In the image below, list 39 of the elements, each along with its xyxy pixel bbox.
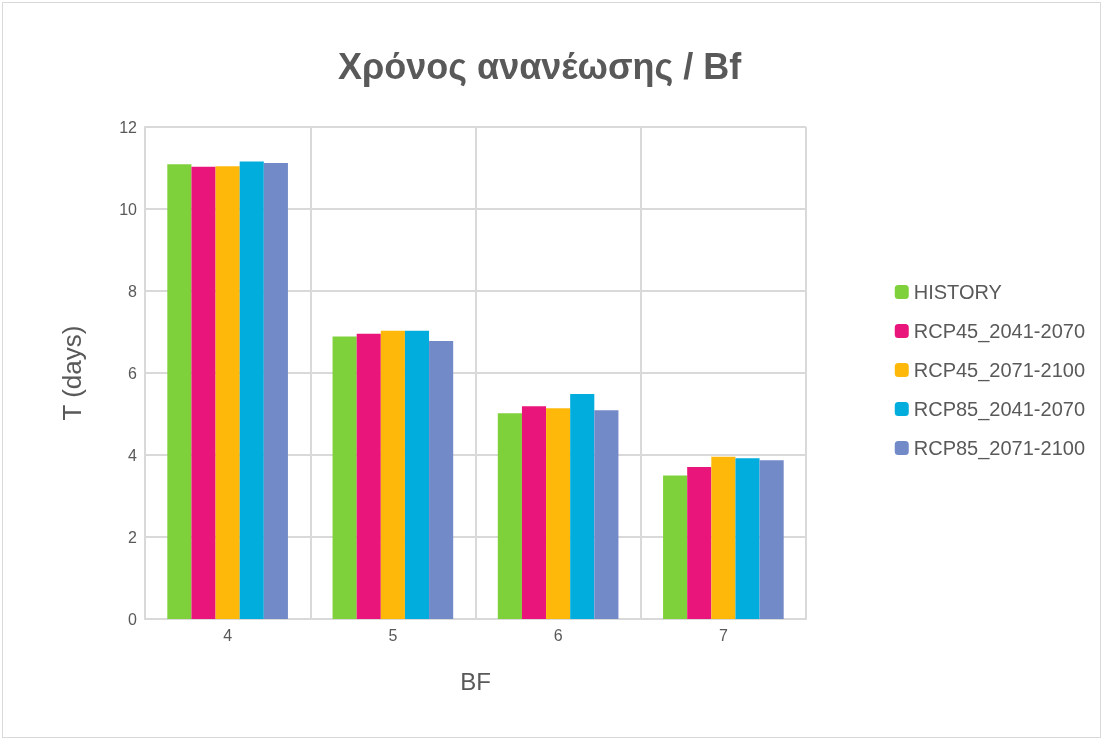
chart-title: Χρόνος ανανέωσης / Bf	[338, 45, 743, 87]
bar	[239, 161, 264, 619]
bar	[380, 330, 405, 619]
bar	[759, 460, 784, 619]
bar	[521, 406, 547, 619]
x-axis-title: BF	[460, 667, 491, 695]
bar	[263, 163, 288, 619]
bar	[687, 466, 712, 619]
y-tick-label: 0	[128, 610, 138, 628]
y-tick-label: 2	[128, 528, 138, 546]
x-tick-label: 5	[388, 626, 398, 644]
legend-label: RCP85_2071-2100	[913, 437, 1086, 460]
bar	[735, 458, 760, 619]
bar	[663, 475, 688, 619]
bar	[356, 333, 381, 619]
bar	[497, 413, 522, 619]
bar	[429, 341, 454, 619]
bar	[546, 408, 571, 619]
legend-label: RCP85_2041-2070	[913, 398, 1086, 421]
y-tick-label: 8	[128, 282, 138, 300]
bar	[404, 330, 430, 619]
y-tick-label: 4	[128, 446, 138, 464]
legend-label: RCP45_2071-2100	[913, 359, 1086, 382]
bar	[191, 166, 216, 619]
legend-label: HISTORY	[913, 281, 1002, 303]
y-tick-label: 6	[128, 364, 138, 382]
x-tick-label: 7	[718, 626, 728, 644]
x-tick-label: 4	[223, 626, 233, 644]
bar	[167, 164, 192, 619]
bar	[215, 166, 240, 619]
y-axis-title: T (days)	[57, 325, 87, 421]
bar	[711, 456, 736, 619]
bar	[570, 393, 595, 619]
bar	[332, 336, 357, 619]
x-tick-label: 6	[553, 626, 563, 644]
legend-label: RCP45_2041-2070	[913, 320, 1086, 343]
y-tick-label: 10	[119, 200, 138, 218]
bar	[594, 410, 619, 619]
y-tick-label: 12	[119, 118, 138, 136]
